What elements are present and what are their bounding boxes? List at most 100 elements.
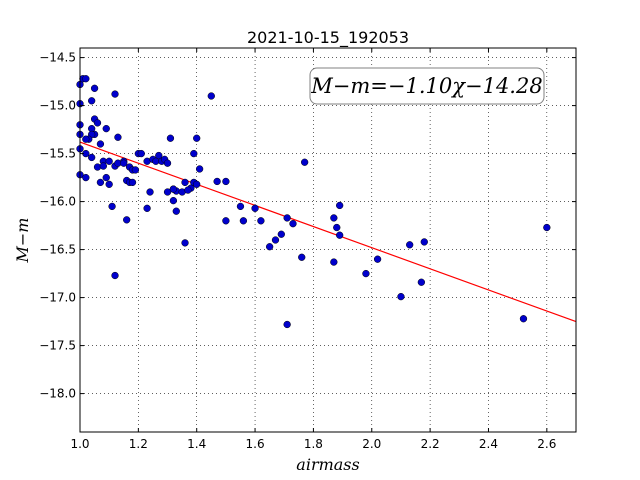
data-point <box>236 202 245 211</box>
data-point <box>96 178 105 187</box>
data-point <box>111 90 119 98</box>
plot-frame <box>79 47 577 433</box>
data-point <box>298 253 306 261</box>
y-tick-labels: −14.5 −15.0 −15.5 −16.0 −16.5 −17.0 −17.5 −18.0 <box>39 51 76 401</box>
annotation-text: M−m=−1.10χ−14.28 <box>310 74 542 98</box>
y-tick-label: −15.0 <box>39 99 76 113</box>
data-point <box>184 186 192 194</box>
data-point <box>362 269 370 278</box>
data-point <box>137 149 145 158</box>
data-point <box>114 133 122 141</box>
data-point <box>88 97 96 105</box>
data-point <box>181 178 189 187</box>
data-point <box>172 207 180 215</box>
data-point <box>123 216 131 224</box>
data-point <box>143 204 151 212</box>
y-tick-label: −17.5 <box>39 339 76 353</box>
data-point <box>93 119 102 127</box>
plot-area: M−m=−1.10χ−14.28 <box>76 47 577 433</box>
fit-annotation: M−m=−1.10χ−14.28 <box>309 67 545 105</box>
data-point <box>120 159 128 167</box>
data-point <box>373 255 382 263</box>
data-point <box>181 239 189 247</box>
data-point <box>131 166 140 174</box>
data-point <box>105 157 113 165</box>
data-point <box>108 202 116 211</box>
data-point <box>102 124 110 133</box>
chart-title: 2021-10-15_192053 <box>247 28 409 48</box>
data-point <box>163 159 172 167</box>
x-tick-label: 1.0 <box>70 437 89 451</box>
data-point <box>257 217 265 225</box>
y-axis-label: M−m <box>13 218 32 264</box>
x-tick-labels: 1.0 1.2 1.4 1.6 1.8 2.0 2.2 2.4 2.6 <box>70 437 556 451</box>
data-point <box>193 134 201 142</box>
axis-ticks <box>79 48 576 432</box>
data-point <box>155 151 163 160</box>
data-point <box>239 217 248 225</box>
x-axis-label: airmass <box>296 455 359 474</box>
fit-line <box>79 141 577 323</box>
data-point <box>406 241 414 249</box>
data-point <box>271 236 280 244</box>
data-point <box>111 271 119 280</box>
plot-background <box>80 48 576 432</box>
data-point <box>222 177 230 186</box>
data-point <box>277 230 285 238</box>
data-point <box>420 238 428 246</box>
data-point <box>330 258 338 266</box>
data-point <box>90 84 99 92</box>
data-point <box>207 92 215 100</box>
x-tick-label: 2.4 <box>479 437 498 451</box>
data-point <box>193 180 201 188</box>
data-point <box>417 278 426 286</box>
data-point <box>96 140 105 148</box>
data-point <box>190 149 198 158</box>
data-point <box>283 214 291 222</box>
data-point <box>251 204 259 212</box>
data-point <box>146 188 154 196</box>
grid <box>79 48 576 432</box>
data-point <box>195 165 204 173</box>
x-tick-label: 2.6 <box>537 437 556 451</box>
x-tick-label: 2.0 <box>362 437 381 451</box>
fit-line-layer <box>79 141 577 323</box>
data-point <box>336 201 344 210</box>
data-point <box>333 223 341 232</box>
data-points <box>76 75 551 329</box>
data-point <box>289 220 297 228</box>
data-point <box>99 162 107 170</box>
data-point <box>102 173 110 182</box>
y-tick-label: −16.0 <box>39 195 76 209</box>
data-point <box>519 315 528 323</box>
data-point <box>265 243 274 251</box>
data-point <box>105 180 113 188</box>
annotation-frame <box>309 67 545 105</box>
x-tick-label: 1.4 <box>187 437 206 451</box>
data-point <box>397 292 405 301</box>
data-point <box>128 178 137 187</box>
y-tick-label: −18.0 <box>39 387 76 401</box>
data-point <box>169 185 178 193</box>
x-tick-label: 1.2 <box>129 437 148 451</box>
data-point <box>543 223 551 232</box>
x-tick-label: 2.2 <box>421 437 440 451</box>
x-tick-label: 1.8 <box>304 437 323 451</box>
data-point <box>169 196 178 205</box>
y-tick-label: −15.5 <box>39 147 76 161</box>
y-tick-label: −16.5 <box>39 243 76 257</box>
data-point <box>88 153 96 162</box>
data-point <box>330 214 338 222</box>
data-point <box>82 173 90 182</box>
data-point <box>82 75 90 83</box>
data-point <box>336 231 344 239</box>
data-point <box>283 320 291 329</box>
data-point <box>163 188 172 196</box>
x-tick-label: 1.6 <box>246 437 265 451</box>
y-tick-label: −17.0 <box>39 291 76 305</box>
data-point <box>166 134 175 142</box>
y-tick-label: −14.5 <box>39 51 76 65</box>
data-point <box>213 177 221 186</box>
data-point <box>82 135 90 143</box>
